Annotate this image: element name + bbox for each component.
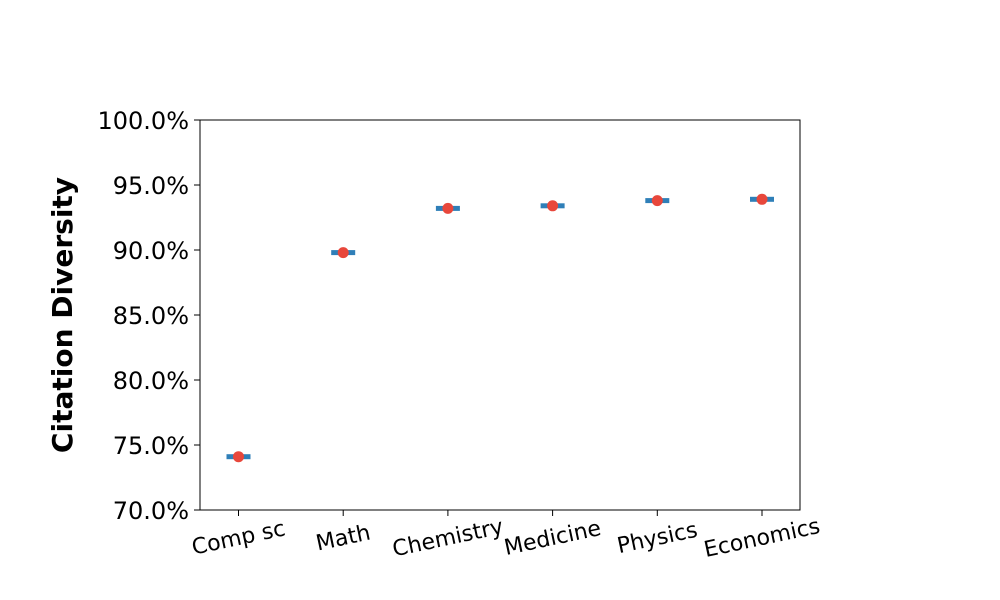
data-point [233,451,244,463]
data-point [337,247,349,259]
data-point [651,195,663,207]
y-tick-label: 70.0% [113,497,189,525]
x-tick-label: Comp sc [190,516,288,560]
y-tick-label: 95.0% [113,172,189,200]
x-tick-label: Chemistry [390,515,505,563]
y-axis: 70.0% 75.0% 80.0% 85.0% 90.0% 95.0% 100.0% [97,107,200,525]
x-tick-label: Math [314,521,373,557]
y-tick-label: 100.0% [97,107,189,135]
data-point [442,202,454,214]
x-tick-label: Economics [702,514,823,563]
x-tick-label: Medicine [502,516,603,561]
y-tick-label: 90.0% [113,237,189,265]
y-tick-label: 75.0% [113,432,189,460]
data-points [226,193,774,463]
y-tick-label: 80.0% [113,367,189,395]
y-tick-label: 85.0% [113,302,189,330]
plot-frame [199,119,801,511]
y-axis-label: Citation Diversity [46,177,79,453]
data-point [547,200,559,212]
x-tick-label: Physics [615,518,700,559]
data-point [756,193,768,205]
